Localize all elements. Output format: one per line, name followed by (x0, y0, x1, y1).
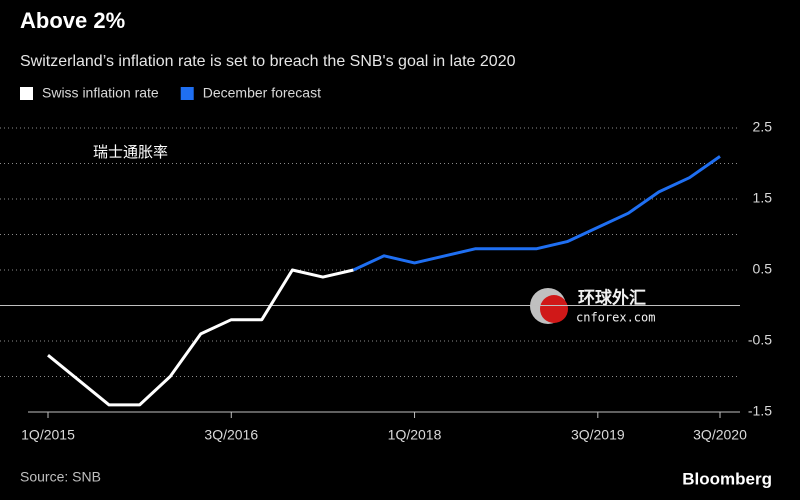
line-series (352, 155, 721, 272)
watermark-logo-inner (540, 295, 568, 323)
y-tick-label: 1.5 (753, 190, 773, 206)
line-series (47, 268, 354, 407)
watermark: cnforex.com (576, 311, 655, 325)
x-tick-label: 3Q/2020 (693, 427, 747, 443)
source: Source: SNB (20, 469, 101, 485)
x-tick-label: 3Q/2019 (571, 427, 625, 443)
annotation: 瑞士通胀率 (93, 144, 168, 161)
chart-subtitle: Switzerland’s inflation rate is set to b… (20, 53, 516, 70)
x-tick-label: 1Q/2018 (388, 427, 442, 443)
watermark: 环球外汇 (578, 287, 646, 307)
brand: Bloomberg (682, 469, 772, 488)
legend-swatch (180, 87, 194, 100)
legend-swatch (20, 87, 33, 100)
y-tick-label: 0.5 (753, 261, 773, 277)
legend-label: December forecast (203, 85, 321, 101)
x-tick-label: 3Q/2016 (204, 427, 258, 443)
legend-label: Swiss inflation rate (42, 85, 159, 101)
y-tick-label: 2.5 (753, 119, 773, 135)
chart-title: Above 2% (20, 8, 125, 33)
x-tick-label: 1Q/2015 (21, 427, 75, 443)
y-tick-label: -0.5 (748, 332, 772, 348)
y-tick-label: -1.5 (748, 403, 772, 419)
